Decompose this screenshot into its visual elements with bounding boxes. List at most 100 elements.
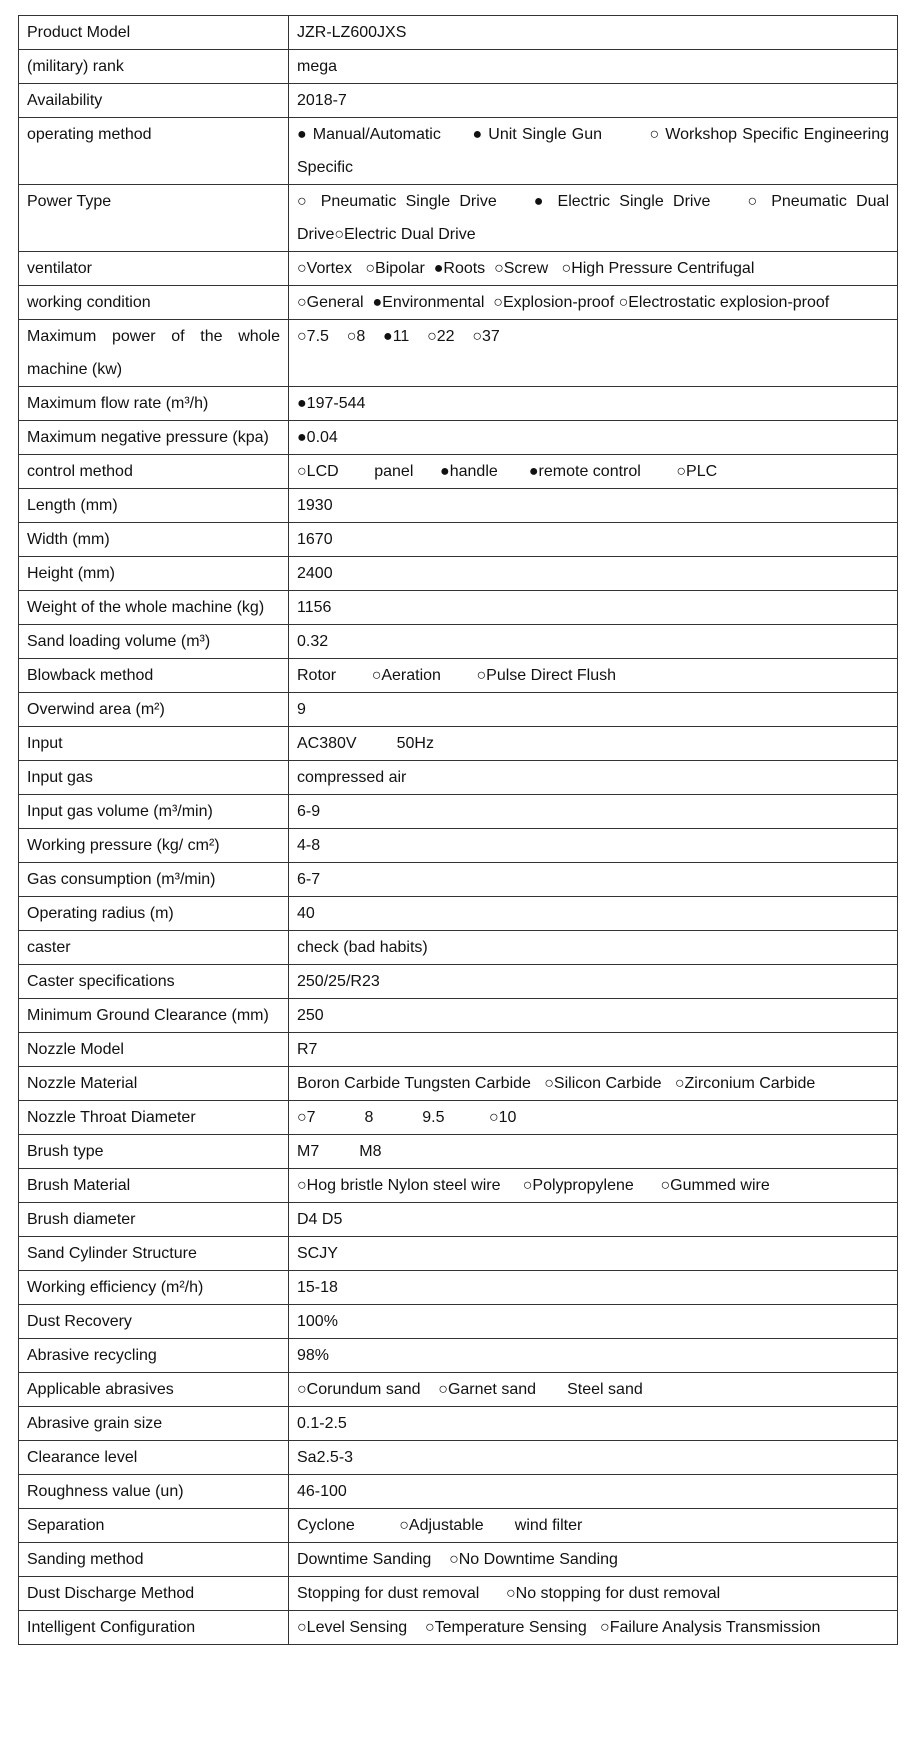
- spec-row: Maximum power of the whole machine (kw) ○…: [18, 319, 898, 387]
- spec-value: ○LCD panel ●handle ●remote control ○PLC: [288, 454, 898, 489]
- spec-value: 40: [288, 896, 898, 931]
- spec-row: control method ○LCD panel ●handle ●remote…: [18, 454, 898, 489]
- spec-value: 1156: [288, 590, 898, 625]
- spec-row: Roughness value (un) 46-100: [18, 1474, 898, 1509]
- spec-value: 4-8: [288, 828, 898, 863]
- spec-value: 0.1-2.5: [288, 1406, 898, 1441]
- spec-value: ● Manual/Automatic ● Unit Single Gun ○ W…: [288, 117, 898, 185]
- spec-label: Abrasive grain size: [18, 1406, 289, 1441]
- spec-label: Operating radius (m): [18, 896, 289, 931]
- spec-row: Nozzle Throat Diameter ○7 8 9.5 ○10: [18, 1100, 898, 1135]
- spec-row: Blowback method Rotor ○Aeration ○Pulse Di…: [18, 658, 898, 693]
- spec-value: ●197-544: [288, 386, 898, 421]
- spec-value: ●0.04: [288, 420, 898, 455]
- spec-row: Input gas compressed air: [18, 760, 898, 795]
- spec-label: operating method: [18, 117, 289, 185]
- spec-value: Rotor ○Aeration ○Pulse Direct Flush: [288, 658, 898, 693]
- spec-row: Maximum flow rate (m³/h) ●197-544: [18, 386, 898, 421]
- spec-sheet: Product Model JZR-LZ600JXS (military) rank…: [18, 15, 898, 1645]
- spec-label: Height (mm): [18, 556, 289, 591]
- spec-value: 1930: [288, 488, 898, 523]
- spec-label: Weight of the whole machine (kg): [18, 590, 289, 625]
- spec-label: Nozzle Model: [18, 1032, 289, 1067]
- spec-value: D4 D5: [288, 1202, 898, 1237]
- spec-row: Power Type ○ Pneumatic Single Drive ● Ele…: [18, 184, 898, 252]
- spec-label: Product Model: [18, 15, 289, 50]
- spec-value: 250: [288, 998, 898, 1033]
- spec-value: JZR-LZ600JXS: [288, 15, 898, 50]
- spec-label: Caster specifications: [18, 964, 289, 999]
- spec-value: 46-100: [288, 1474, 898, 1509]
- spec-row: Width (mm) 1670: [18, 522, 898, 557]
- spec-value: compressed air: [288, 760, 898, 795]
- spec-table: Product Model JZR-LZ600JXS (military) rank…: [18, 15, 898, 1645]
- spec-value: 9: [288, 692, 898, 727]
- spec-row: Gas consumption (m³/min) 6-7: [18, 862, 898, 897]
- spec-value: Stopping for dust removal ○No stopping f…: [288, 1576, 898, 1611]
- spec-row: Operating radius (m) 40: [18, 896, 898, 931]
- spec-row: Input gas volume (m³/min) 6-9: [18, 794, 898, 829]
- spec-value: 0.32: [288, 624, 898, 659]
- spec-row: Working efficiency (m²/h) 15-18: [18, 1270, 898, 1305]
- spec-value: SCJY: [288, 1236, 898, 1271]
- spec-label: Working pressure (kg/ cm²): [18, 828, 289, 863]
- spec-label: Dust Recovery: [18, 1304, 289, 1339]
- spec-label: Power Type: [18, 184, 289, 252]
- spec-row: Input AC380V 50Hz: [18, 726, 898, 761]
- spec-label: Brush Material: [18, 1168, 289, 1203]
- spec-label: Minimum Ground Clearance (mm): [18, 998, 289, 1033]
- spec-row: Intelligent Configuration ○Level Sensing …: [18, 1610, 898, 1645]
- spec-label: Input gas volume (m³/min): [18, 794, 289, 829]
- spec-label: (military) rank: [18, 49, 289, 84]
- spec-value: check (bad habits): [288, 930, 898, 965]
- spec-label: ventilator: [18, 251, 289, 286]
- spec-row: Brush diameter D4 D5: [18, 1202, 898, 1237]
- spec-row: Height (mm) 2400: [18, 556, 898, 591]
- spec-value: R7: [288, 1032, 898, 1067]
- spec-value: ○Vortex ○Bipolar ●Roots ○Screw ○High Pre…: [288, 251, 898, 286]
- spec-value: 2018-7: [288, 83, 898, 118]
- spec-value: 15-18: [288, 1270, 898, 1305]
- spec-value: Downtime Sanding ○No Downtime Sanding: [288, 1542, 898, 1577]
- spec-value: ○7 8 9.5 ○10: [288, 1100, 898, 1135]
- spec-value: 1670: [288, 522, 898, 557]
- spec-label: Availability: [18, 83, 289, 118]
- spec-value: M7 M8: [288, 1134, 898, 1169]
- spec-value: ○Corundum sand ○Garnet sand Steel sand: [288, 1372, 898, 1407]
- spec-value: ○7.5 ○8 ●11 ○22 ○37: [288, 319, 898, 387]
- spec-value: 98%: [288, 1338, 898, 1373]
- spec-row: Product Model JZR-LZ600JXS: [18, 15, 898, 50]
- spec-row: ventilator ○Vortex ○Bipolar ●Roots ○Screw…: [18, 251, 898, 286]
- spec-label: Maximum flow rate (m³/h): [18, 386, 289, 421]
- spec-label: Width (mm): [18, 522, 289, 557]
- spec-label: Input gas: [18, 760, 289, 795]
- spec-row: Separation Cyclone ○Adjustable wind filte…: [18, 1508, 898, 1543]
- spec-value: ○ Pneumatic Single Drive ● Electric Sing…: [288, 184, 898, 252]
- spec-label: Sand loading volume (m³): [18, 624, 289, 659]
- spec-value: Boron Carbide Tungsten Carbide ○Silicon …: [288, 1066, 898, 1101]
- spec-row: Dust Recovery 100%: [18, 1304, 898, 1339]
- spec-label: working condition: [18, 285, 289, 320]
- spec-row: Applicable abrasives ○Corundum sand ○Garn…: [18, 1372, 898, 1407]
- spec-label: Blowback method: [18, 658, 289, 693]
- spec-value: 100%: [288, 1304, 898, 1339]
- spec-value: AC380V 50Hz: [288, 726, 898, 761]
- spec-row: Minimum Ground Clearance (mm) 250: [18, 998, 898, 1033]
- spec-label: Gas consumption (m³/min): [18, 862, 289, 897]
- spec-row: Abrasive grain size 0.1-2.5: [18, 1406, 898, 1441]
- spec-label: Overwind area (m²): [18, 692, 289, 727]
- spec-row: Brush type M7 M8: [18, 1134, 898, 1169]
- spec-row: working condition ○General ●Environmental…: [18, 285, 898, 320]
- spec-row: Caster specifications 250/25/R23: [18, 964, 898, 999]
- spec-row: operating method ● Manual/Automatic ● Uni…: [18, 117, 898, 185]
- spec-row: Weight of the whole machine (kg) 1156: [18, 590, 898, 625]
- spec-label: Maximum negative pressure (kpa): [18, 420, 289, 455]
- spec-row: Nozzle Material Boron Carbide Tungsten Ca…: [18, 1066, 898, 1101]
- spec-row: Nozzle Model R7: [18, 1032, 898, 1067]
- spec-row: Overwind area (m²) 9: [18, 692, 898, 727]
- spec-row: Working pressure (kg/ cm²) 4-8: [18, 828, 898, 863]
- spec-label: Intelligent Configuration: [18, 1610, 289, 1645]
- spec-value: mega: [288, 49, 898, 84]
- spec-value: ○Level Sensing ○Temperature Sensing ○Fai…: [288, 1610, 898, 1645]
- spec-label: Separation: [18, 1508, 289, 1543]
